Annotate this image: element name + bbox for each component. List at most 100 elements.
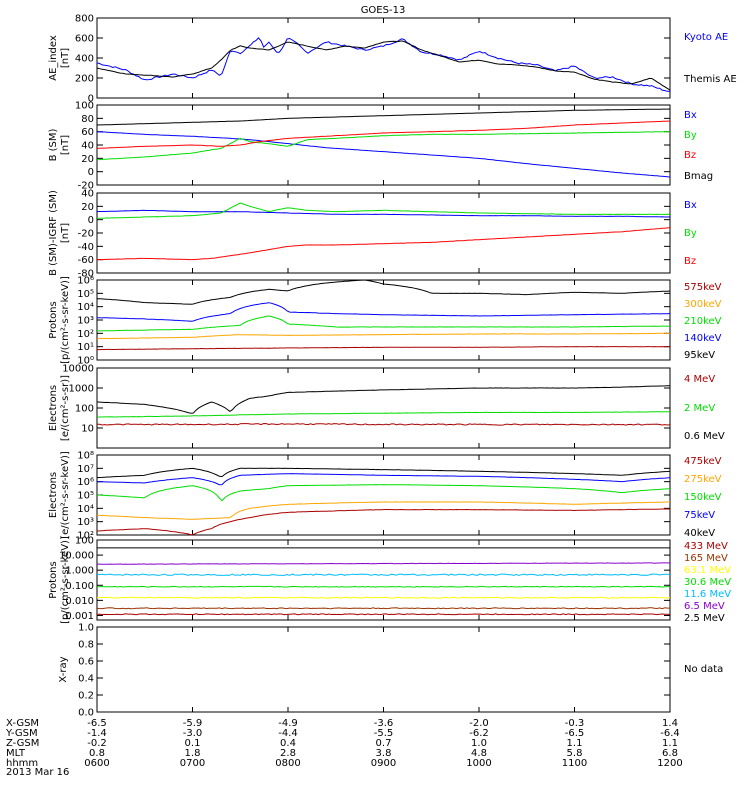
footer-value: 1.1 [567,738,583,749]
panel-frame [96,626,671,713]
y-tick-label: 10⁶ [77,477,94,488]
legend-label: 63.1 MeV [684,565,731,576]
y-tick-label: 0.2 [78,691,94,702]
footer-value: 6.8 [662,748,678,759]
y-tick-label: 10000 [62,364,94,375]
y-axis-label: Protons[p/(cm²-s-sr-keV)] [48,536,71,624]
y-tick-label: 10³ [77,316,94,327]
series-line-electrons1-2 [96,385,670,414]
series-line-bigrf-2 [96,227,671,261]
legend-label: 275keV [684,474,722,485]
footer-value: 1100 [562,758,587,769]
series-line-protons1-3 [96,302,671,322]
footer-value: -3.0 [183,728,203,739]
y-tick-label: 1.0 [78,623,94,634]
y-tick-label: 200 [75,74,94,85]
footer-value: 4.8 [471,748,487,759]
legend-label: 433 MeV [684,541,728,552]
y-tick-label: 0.0 [78,708,94,719]
y-tick-label: 0.8 [78,640,94,651]
y-tick-label: -40 [78,242,94,253]
footer-value: -2.0 [469,718,489,729]
y-tick-label: 0.4 [78,674,94,685]
y-axis-label: Electrons[e/(cm²-s-sr-keV)] [48,451,71,539]
series-line-bigrf-1 [96,202,671,219]
series-line-protons2-4 [96,573,671,576]
y-tick-label: 10⁵ [77,491,94,502]
y-tick-label: 400 [75,54,94,65]
y-tick-label: 100 [75,404,94,415]
series-line-electrons2-0 [96,508,670,536]
legend-label: 300keV [684,299,722,310]
panel-bsm: -20 0 20 40 60 80 100 B (SM)[nT] Bx By Bz Bmag [48,101,713,192]
footer-value: -6.4 [660,728,680,739]
date-label: 2013 Mar 16 [6,767,69,778]
y-tick-label: 100 [75,101,94,112]
panel-frame [96,192,671,274]
legend-label: Bz [684,256,696,267]
legend-label: Bx [684,200,697,211]
legend-label: 575keV [684,282,722,293]
legend-label: 210keV [684,316,722,327]
panel-ae: 0 200 400 600 800 AE_index[nT] Kyoto AE Themis … [48,14,737,105]
legend-label: Themis AE [683,74,737,85]
y-tick-label: 0.100 [65,581,94,592]
panel-xray: 0.0 0.2 0.4 0.6 0.8 1.0 X-ray No data [58,623,723,719]
legend-label: 0.6 MeV [684,431,725,442]
footer-value: -6.5 [565,728,585,739]
legend-label: 475keV [684,456,722,467]
series-line-bigrf-0 [96,209,671,218]
series-line-ae-0 [96,37,671,92]
panel-frame [96,17,671,99]
series-line-protons2-2 [96,596,671,599]
footer-value: 5.8 [567,748,583,759]
legend-label: 40keV [684,528,715,539]
y-tick-label: 10⁸ [77,451,94,462]
series-line-protons1-4 [96,279,671,305]
y-axis-label: Protons[p/(cm²-s-sr-keV)] [48,276,71,364]
legend-label: 165 MeV [684,553,728,564]
y-tick-label: 10³ [77,517,94,528]
legend-label: 2.5 MeV [684,613,725,624]
legend-label: 30.6 MeV [684,577,731,588]
panel-protons2: 0.001 0.010 0.100 1.000 10.000 100 Protons[p/(… [48,536,731,625]
panel-frame [96,454,671,536]
footer-value: 0.7 [376,738,392,749]
y-tick-label: 800 [75,14,94,25]
panel-frame [96,367,671,449]
footer-value: 0.8 [89,748,105,759]
footer-row-label: Z-GSM [6,738,39,749]
legend-label: 75keV [684,510,715,521]
footer-value: 1.0 [471,738,487,749]
legend-label: 140keV [684,333,722,344]
series-line-electrons2-4 [96,467,671,479]
y-tick-label: 0.001 [65,611,94,622]
y-tick-label: 80 [81,114,94,125]
series-line-bsm-3 [96,108,671,126]
y-tick-label: 40 [81,141,94,152]
ephemeris-footer: X-GSM -6.5 -5.9 -4.9 -3.6 -2.0 -0.3 1.4 Y-GSM -1.… [5,718,683,769]
y-tick-label: 10⁴ [77,302,94,313]
footer-value: -3.6 [374,718,394,729]
series-line-electrons2-3 [96,473,671,486]
series-line-protons1-0 [97,346,671,351]
y-tick-label: 60 [81,127,94,138]
y-tick-label: -80 [78,269,94,280]
footer-row-label: Y-GSM [5,728,38,739]
y-axis-label: AE_index[nT] [48,35,71,81]
footer-row-label: X-GSM [6,718,39,729]
y-tick-label: 10⁰ [77,356,94,367]
legend-label: Bz [684,150,696,161]
footer-value: 0600 [84,758,109,769]
y-tick-label: 100 [75,536,94,547]
legend-label: 2 MeV [684,403,715,414]
series-line-electrons1-1 [96,411,671,418]
y-tick-label: -20 [78,181,94,192]
y-tick-label: 0 [88,167,94,178]
footer-value: -0.3 [565,718,585,729]
footer-value: -0.2 [87,738,107,749]
series-line-electrons2-1 [97,501,671,520]
legend-label: 150keV [684,492,722,503]
legend-label: Kyoto AE [684,32,728,43]
